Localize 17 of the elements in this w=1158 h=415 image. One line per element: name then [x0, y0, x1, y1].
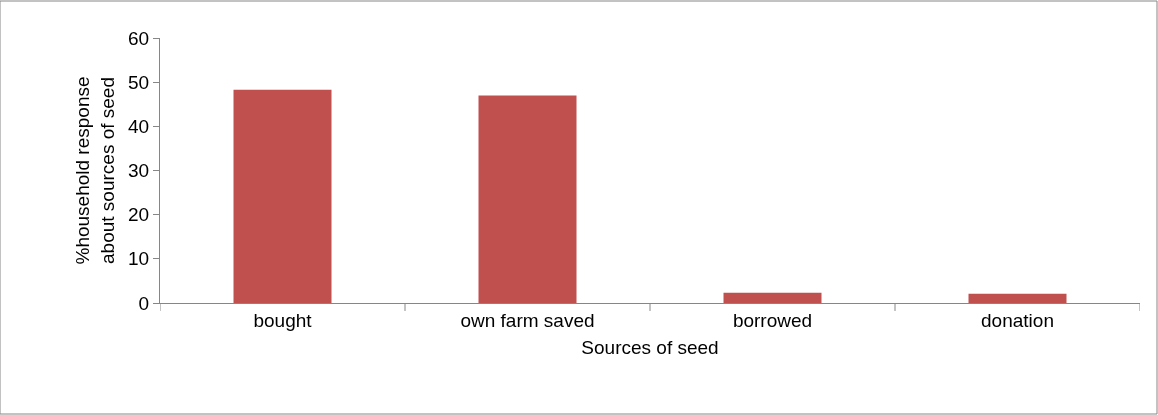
x-axis-title: Sources of seed — [581, 336, 719, 358]
x-tick-label: bought — [253, 309, 313, 331]
y-tick-label: 60 — [128, 27, 150, 49]
bar — [478, 95, 577, 303]
y-tick-label: 40 — [128, 115, 150, 137]
x-tick-label: own farm saved — [460, 309, 595, 331]
y-tick-label: 50 — [128, 71, 150, 93]
bar — [968, 293, 1067, 303]
y-tick-label: 20 — [128, 204, 150, 226]
bar — [233, 89, 332, 303]
y-axis-title: %household response about sources of seed — [72, 76, 118, 265]
x-tick-label: borrowed — [732, 309, 813, 331]
x-tick-label: donation — [981, 309, 1054, 331]
y-tick-label: 0 — [138, 292, 150, 314]
bar — [723, 292, 822, 303]
y-tick-label: 10 — [128, 248, 150, 270]
y-tick-label: 30 — [128, 160, 150, 182]
